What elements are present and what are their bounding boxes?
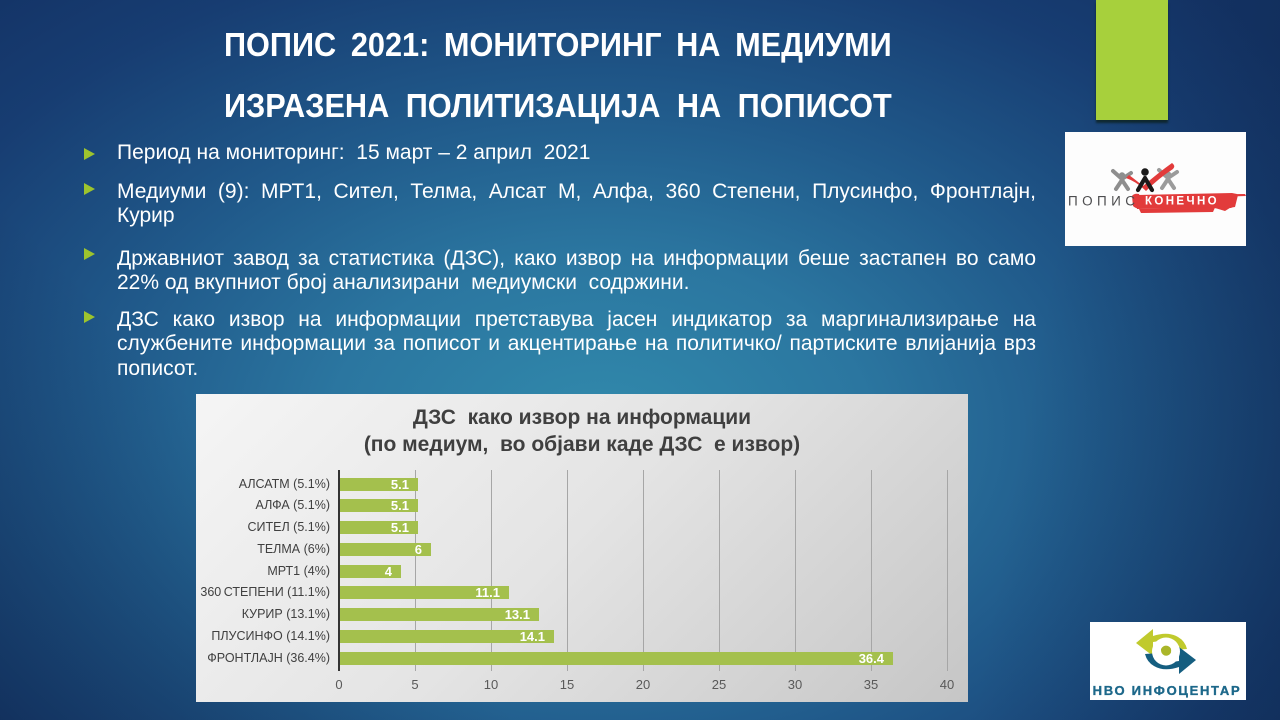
svg-text:КОНЕЧНО: КОНЕЧНО [1145,196,1219,208]
svg-text:НВО ИНФОЦЕНТАР: НВО ИНФОЦЕНТАР [1093,683,1242,698]
svg-text:ПОПИС: ПОПИС [1068,194,1139,209]
